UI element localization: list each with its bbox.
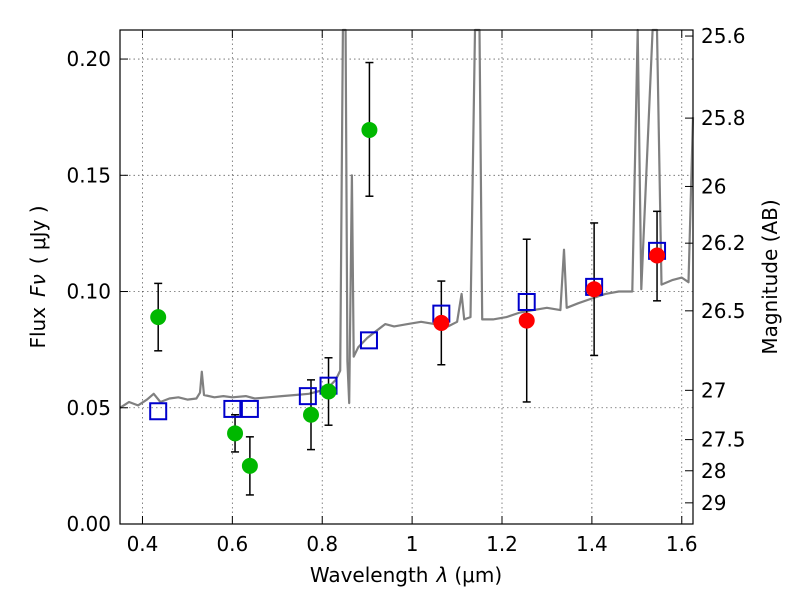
- x-tick-label: 0.4: [127, 532, 159, 556]
- x-tick-labels: 0.4 0.6 0.8 1 1.2 1.4 1.6: [127, 532, 698, 556]
- right-tick-label: 27: [701, 378, 726, 402]
- x-tick-label: 1.4: [576, 532, 608, 556]
- red-data-point: [518, 312, 535, 329]
- y-tick-label: 0.15: [66, 163, 111, 187]
- model-band-square: [223, 399, 242, 418]
- y-tick-label: 0.20: [66, 47, 111, 71]
- red-data-point: [586, 281, 603, 298]
- green-data-point: [303, 406, 319, 423]
- y-tick-label: 0.10: [66, 280, 111, 304]
- model-band-square: [517, 292, 536, 311]
- right-tick-label: 26.5: [701, 299, 746, 323]
- green-data-point: [227, 425, 244, 442]
- x-axis-label: Wavelength λ (μm): [310, 563, 502, 587]
- y-axis-label-unit: ( μJy ): [26, 205, 50, 264]
- right-tick-label: 25.6: [701, 24, 746, 48]
- model-band-square: [359, 331, 378, 350]
- right-tick-labels: 25.6 25.8 26 26.2 26.5 27 27.5 28 29: [701, 24, 746, 515]
- x-tick-label: 1.6: [666, 532, 698, 556]
- tick-layer: [120, 30, 693, 525]
- red-data-point: [649, 247, 666, 264]
- right-tick-label: 28: [701, 459, 726, 483]
- green-data-point: [150, 309, 167, 326]
- plot-frame: [119, 29, 694, 525]
- green-data-point: [241, 457, 258, 474]
- green-data-point: [361, 121, 378, 138]
- y-axis-label-symbol: Fν: [26, 274, 50, 297]
- model-band-square: [149, 402, 168, 421]
- right-axis-label: Magnitude (AB): [758, 199, 782, 354]
- model-spectrum-line: [119, 28, 695, 409]
- x-tick-label: 0.8: [306, 532, 338, 556]
- model-band-square: [240, 399, 259, 418]
- x-axis-label-unit: (μm): [454, 563, 502, 587]
- right-tick-label: 27.5: [701, 428, 746, 452]
- right-tick-label: 26: [701, 174, 726, 198]
- y-tick-label: 0.00: [66, 512, 111, 536]
- y-tick-label: 0.05: [66, 396, 111, 420]
- x-axis-label-text: Wavelength: [310, 563, 429, 587]
- red-data-point: [433, 314, 450, 331]
- y-tick-labels: 0.00 0.05 0.10 0.15 0.20: [66, 47, 111, 536]
- green-data-point: [320, 383, 337, 400]
- right-tick-label: 26.2: [701, 231, 746, 255]
- right-tick-label: 25.8: [701, 106, 746, 130]
- y-axis-label-text: Flux: [26, 307, 50, 349]
- x-tick-label: 0.6: [216, 532, 248, 556]
- model-spectrum-layer: [119, 28, 695, 409]
- y-axis-label: Flux Fν ( μJy ): [26, 205, 50, 348]
- marker-layer: [149, 121, 667, 474]
- model-band-square: [298, 387, 317, 406]
- x-axis-label-symbol: λ: [436, 563, 449, 587]
- right-tick-label: 29: [701, 491, 726, 515]
- x-tick-label: 1: [406, 532, 419, 556]
- x-tick-label: 1.2: [486, 532, 518, 556]
